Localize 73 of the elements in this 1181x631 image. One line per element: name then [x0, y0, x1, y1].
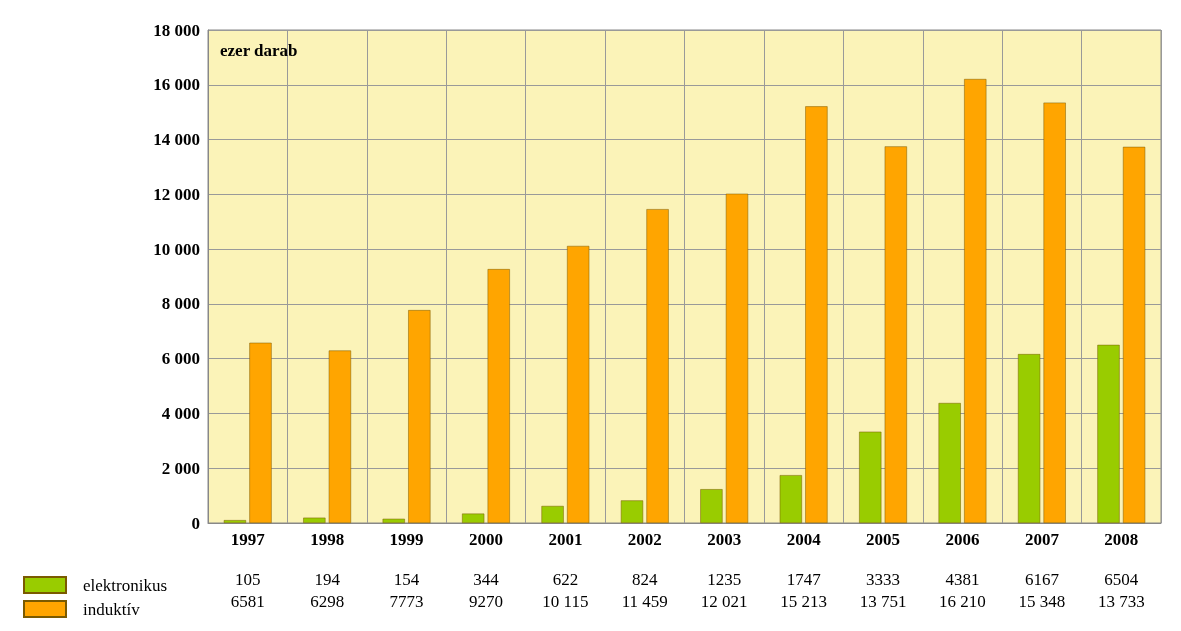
bar: [462, 513, 485, 523]
bar: [1017, 354, 1041, 523]
bar: [1043, 102, 1066, 523]
bar: [328, 350, 352, 523]
x-tick-label: 1998: [310, 530, 345, 549]
data-label: 6298: [310, 591, 345, 611]
data-label: 6581: [230, 591, 265, 611]
x-tick-label: 2000: [468, 530, 503, 549]
data-label: 194: [314, 569, 341, 589]
y-tick-label: 16 000: [153, 75, 200, 95]
legend-label: induktív: [83, 599, 141, 619]
data-label: 1747: [786, 569, 822, 589]
x-tick-label: 2008: [1104, 530, 1139, 549]
data-label: 13 751: [859, 591, 907, 611]
x-tick-label: 2002: [627, 530, 662, 549]
data-label: 16 210: [939, 591, 986, 611]
data-label: 11 459: [621, 591, 668, 611]
bar: [567, 245, 590, 523]
x-tick-label: 1999: [389, 530, 424, 549]
data-label: 12 021: [700, 591, 748, 611]
data-label: 10 115: [542, 591, 589, 611]
data-label: 154: [393, 569, 420, 589]
data-label: 7773: [389, 591, 424, 611]
data-label: 15 348: [1018, 591, 1066, 611]
y-axis-title: ezer darab: [220, 41, 298, 60]
data-label: 6504: [1104, 569, 1139, 589]
bar: [1097, 344, 1120, 523]
data-label: 344: [473, 569, 500, 589]
x-tick-label: 2007: [1024, 530, 1060, 549]
y-tick-label: 12 000: [153, 184, 200, 204]
y-tick-label: 8 000: [161, 294, 200, 314]
x-tick-label: 2004: [786, 530, 822, 549]
y-tick-label: 10 000: [153, 239, 200, 259]
data-label: 622: [552, 569, 579, 589]
bar: [303, 517, 326, 523]
bar: [805, 106, 828, 523]
bar: [249, 342, 272, 523]
bar: [700, 489, 723, 523]
bar: [541, 505, 564, 523]
bar: [646, 209, 669, 523]
data-label: 15 213: [780, 591, 827, 611]
legend-label: elektronikus: [83, 575, 168, 595]
y-tick-label: 2 000: [161, 458, 200, 478]
x-tick-label: 1997: [230, 530, 266, 549]
bar: [223, 520, 247, 523]
bar: [938, 403, 961, 523]
bar: [620, 500, 644, 523]
data-label: 3333: [866, 569, 901, 589]
bar: [487, 269, 510, 523]
bar: [408, 310, 431, 523]
x-tick-label: 2005: [866, 530, 901, 549]
bar: [859, 431, 882, 523]
y-tick-label: 0: [191, 513, 200, 533]
x-tick-label: 2006: [945, 530, 980, 549]
y-tick-label: 14 000: [153, 130, 200, 150]
data-label: 9270: [468, 591, 503, 611]
data-label: 4381: [945, 569, 980, 589]
data-label: 1235: [707, 569, 742, 589]
bar: [964, 79, 987, 523]
x-tick-label: 2001: [548, 530, 583, 549]
y-tick-label: 6 000: [161, 349, 200, 369]
bar: [1122, 146, 1146, 523]
x-tick-label: 2003: [707, 530, 742, 549]
y-tick-label: 18 000: [153, 20, 200, 40]
y-tick-label: 4 000: [161, 403, 200, 423]
data-label: 105: [234, 569, 261, 589]
data-label: 13 733: [1097, 591, 1145, 611]
bar: [884, 146, 907, 523]
bar: [779, 475, 802, 523]
bar: [382, 518, 405, 523]
data-label: 6167: [1024, 569, 1060, 589]
data-label: 824: [632, 569, 659, 589]
bar: [725, 193, 749, 523]
